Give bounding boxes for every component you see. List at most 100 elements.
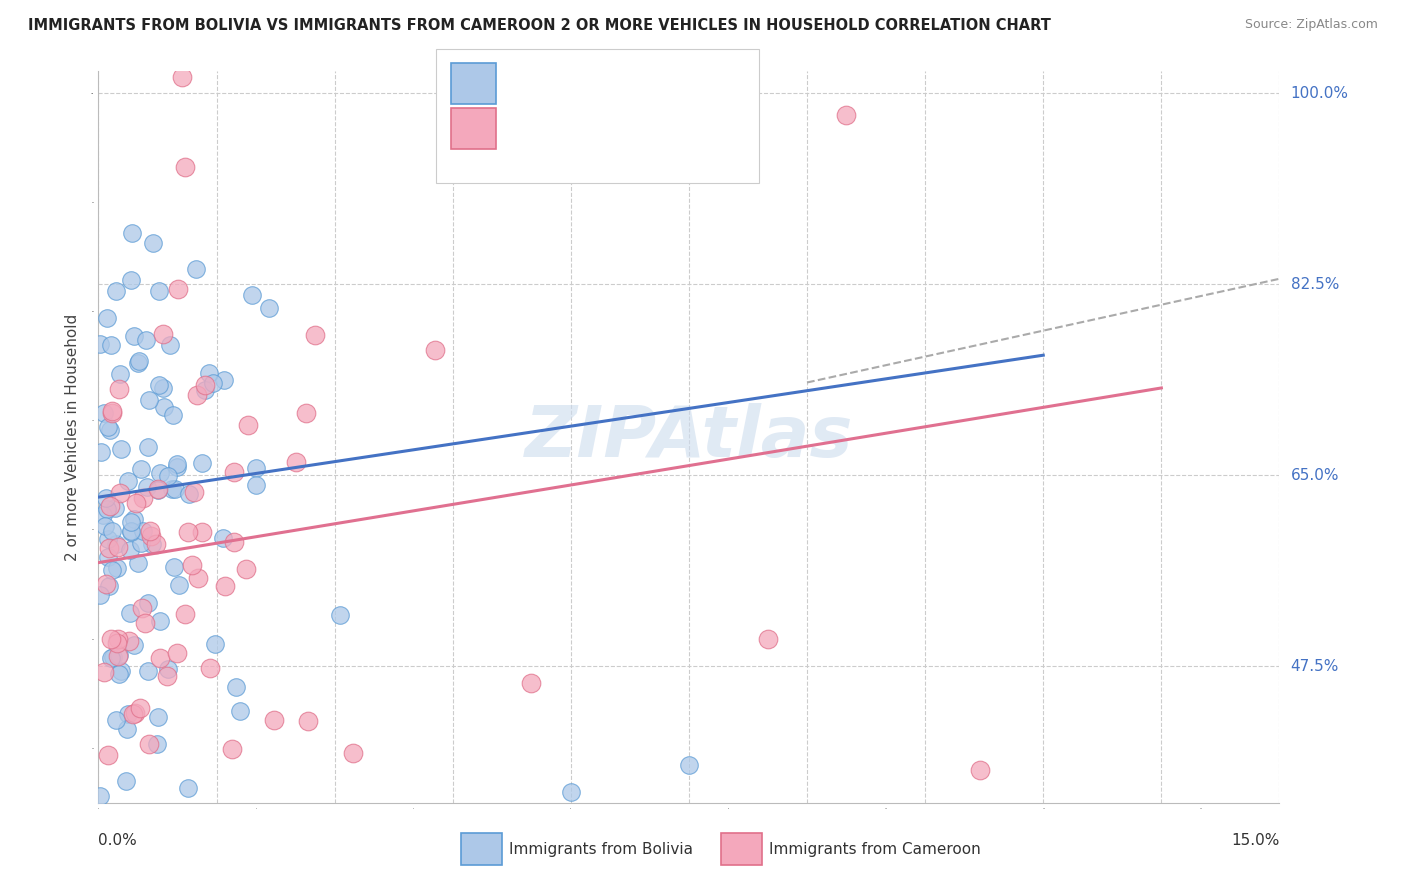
Point: [181, 558, 204, 573]
Point: [91, 508, 114, 523]
Point: [129, 462, 152, 476]
Point: [225, 680, 247, 694]
Point: [114, 773, 136, 788]
Point: [149, 466, 172, 480]
Point: [236, 417, 259, 432]
Point: [108, 485, 131, 500]
Point: [194, 377, 217, 392]
Text: ZIPAtlas: ZIPAtlas: [524, 402, 853, 472]
Point: [176, 780, 198, 795]
Point: [120, 272, 142, 286]
Text: 100.0%: 100.0%: [1291, 86, 1348, 101]
Point: [98, 499, 121, 513]
Point: [194, 383, 217, 397]
Point: [259, 301, 281, 315]
Point: [94, 491, 117, 505]
Point: [120, 524, 142, 538]
Point: [125, 496, 148, 510]
Point: [138, 440, 160, 454]
Point: [342, 746, 364, 760]
Point: [146, 482, 169, 496]
Point: [221, 742, 243, 756]
Point: [146, 483, 169, 497]
Point: [108, 648, 131, 662]
Point: [163, 559, 186, 574]
Point: [100, 337, 122, 351]
Point: [120, 515, 142, 529]
Point: [121, 707, 143, 722]
Point: [120, 543, 142, 558]
Point: [235, 562, 257, 576]
Point: [560, 785, 582, 799]
Point: [120, 524, 142, 539]
Point: [166, 282, 188, 296]
Point: [159, 338, 181, 352]
Point: [105, 636, 128, 650]
Point: [211, 531, 233, 545]
Point: [198, 366, 221, 380]
Point: [132, 491, 155, 506]
Point: [101, 524, 124, 538]
Point: [110, 442, 132, 456]
Point: [89, 588, 111, 602]
Point: [121, 226, 143, 240]
Point: [297, 714, 319, 728]
Point: [101, 650, 124, 665]
Point: [969, 763, 991, 777]
Point: [201, 376, 224, 390]
Text: 65.0%: 65.0%: [1291, 467, 1339, 483]
Point: [100, 632, 122, 647]
Point: [138, 392, 160, 407]
Point: [136, 664, 159, 678]
Point: [96, 502, 118, 516]
Point: [152, 381, 174, 395]
Point: [678, 757, 700, 772]
Point: [89, 789, 111, 803]
Text: Immigrants from Cameroon: Immigrants from Cameroon: [769, 842, 981, 856]
Point: [520, 675, 543, 690]
Point: [145, 537, 167, 551]
Point: [98, 541, 121, 555]
Point: [139, 524, 162, 538]
Point: [756, 632, 779, 646]
Point: [156, 469, 179, 483]
Point: [173, 607, 195, 621]
Point: [150, 839, 173, 854]
Point: [100, 562, 122, 576]
Point: [240, 287, 263, 301]
Point: [214, 578, 236, 592]
Point: [166, 459, 188, 474]
Point: [120, 606, 142, 620]
Point: [129, 701, 152, 715]
Point: [89, 337, 111, 351]
Point: [263, 714, 285, 728]
Point: [187, 571, 209, 585]
Point: [294, 406, 316, 420]
Point: [105, 537, 128, 551]
Point: [167, 578, 190, 592]
Text: IMMIGRANTS FROM BOLIVIA VS IMMIGRANTS FROM CAMEROON 2 OR MORE VEHICLES IN HOUSEH: IMMIGRANTS FROM BOLIVIA VS IMMIGRANTS FR…: [28, 18, 1052, 33]
Point: [97, 532, 120, 546]
Point: [423, 343, 446, 358]
Point: [93, 665, 115, 679]
Text: R = 0.283   N = 58: R = 0.283 N = 58: [508, 120, 678, 137]
Point: [245, 477, 267, 491]
Point: [104, 500, 127, 515]
Point: [190, 524, 212, 539]
Point: [142, 236, 165, 251]
Point: [110, 664, 132, 678]
Point: [141, 537, 163, 551]
Point: [127, 556, 149, 570]
Text: 0.0%: 0.0%: [98, 833, 138, 848]
Point: [304, 327, 326, 342]
Point: [245, 461, 267, 475]
Point: [222, 534, 245, 549]
Point: [191, 456, 214, 470]
Point: [186, 388, 208, 402]
Point: [835, 108, 858, 122]
Point: [177, 525, 200, 540]
Point: [329, 607, 352, 622]
Point: [138, 596, 160, 610]
Point: [149, 614, 172, 628]
Point: [177, 487, 200, 501]
